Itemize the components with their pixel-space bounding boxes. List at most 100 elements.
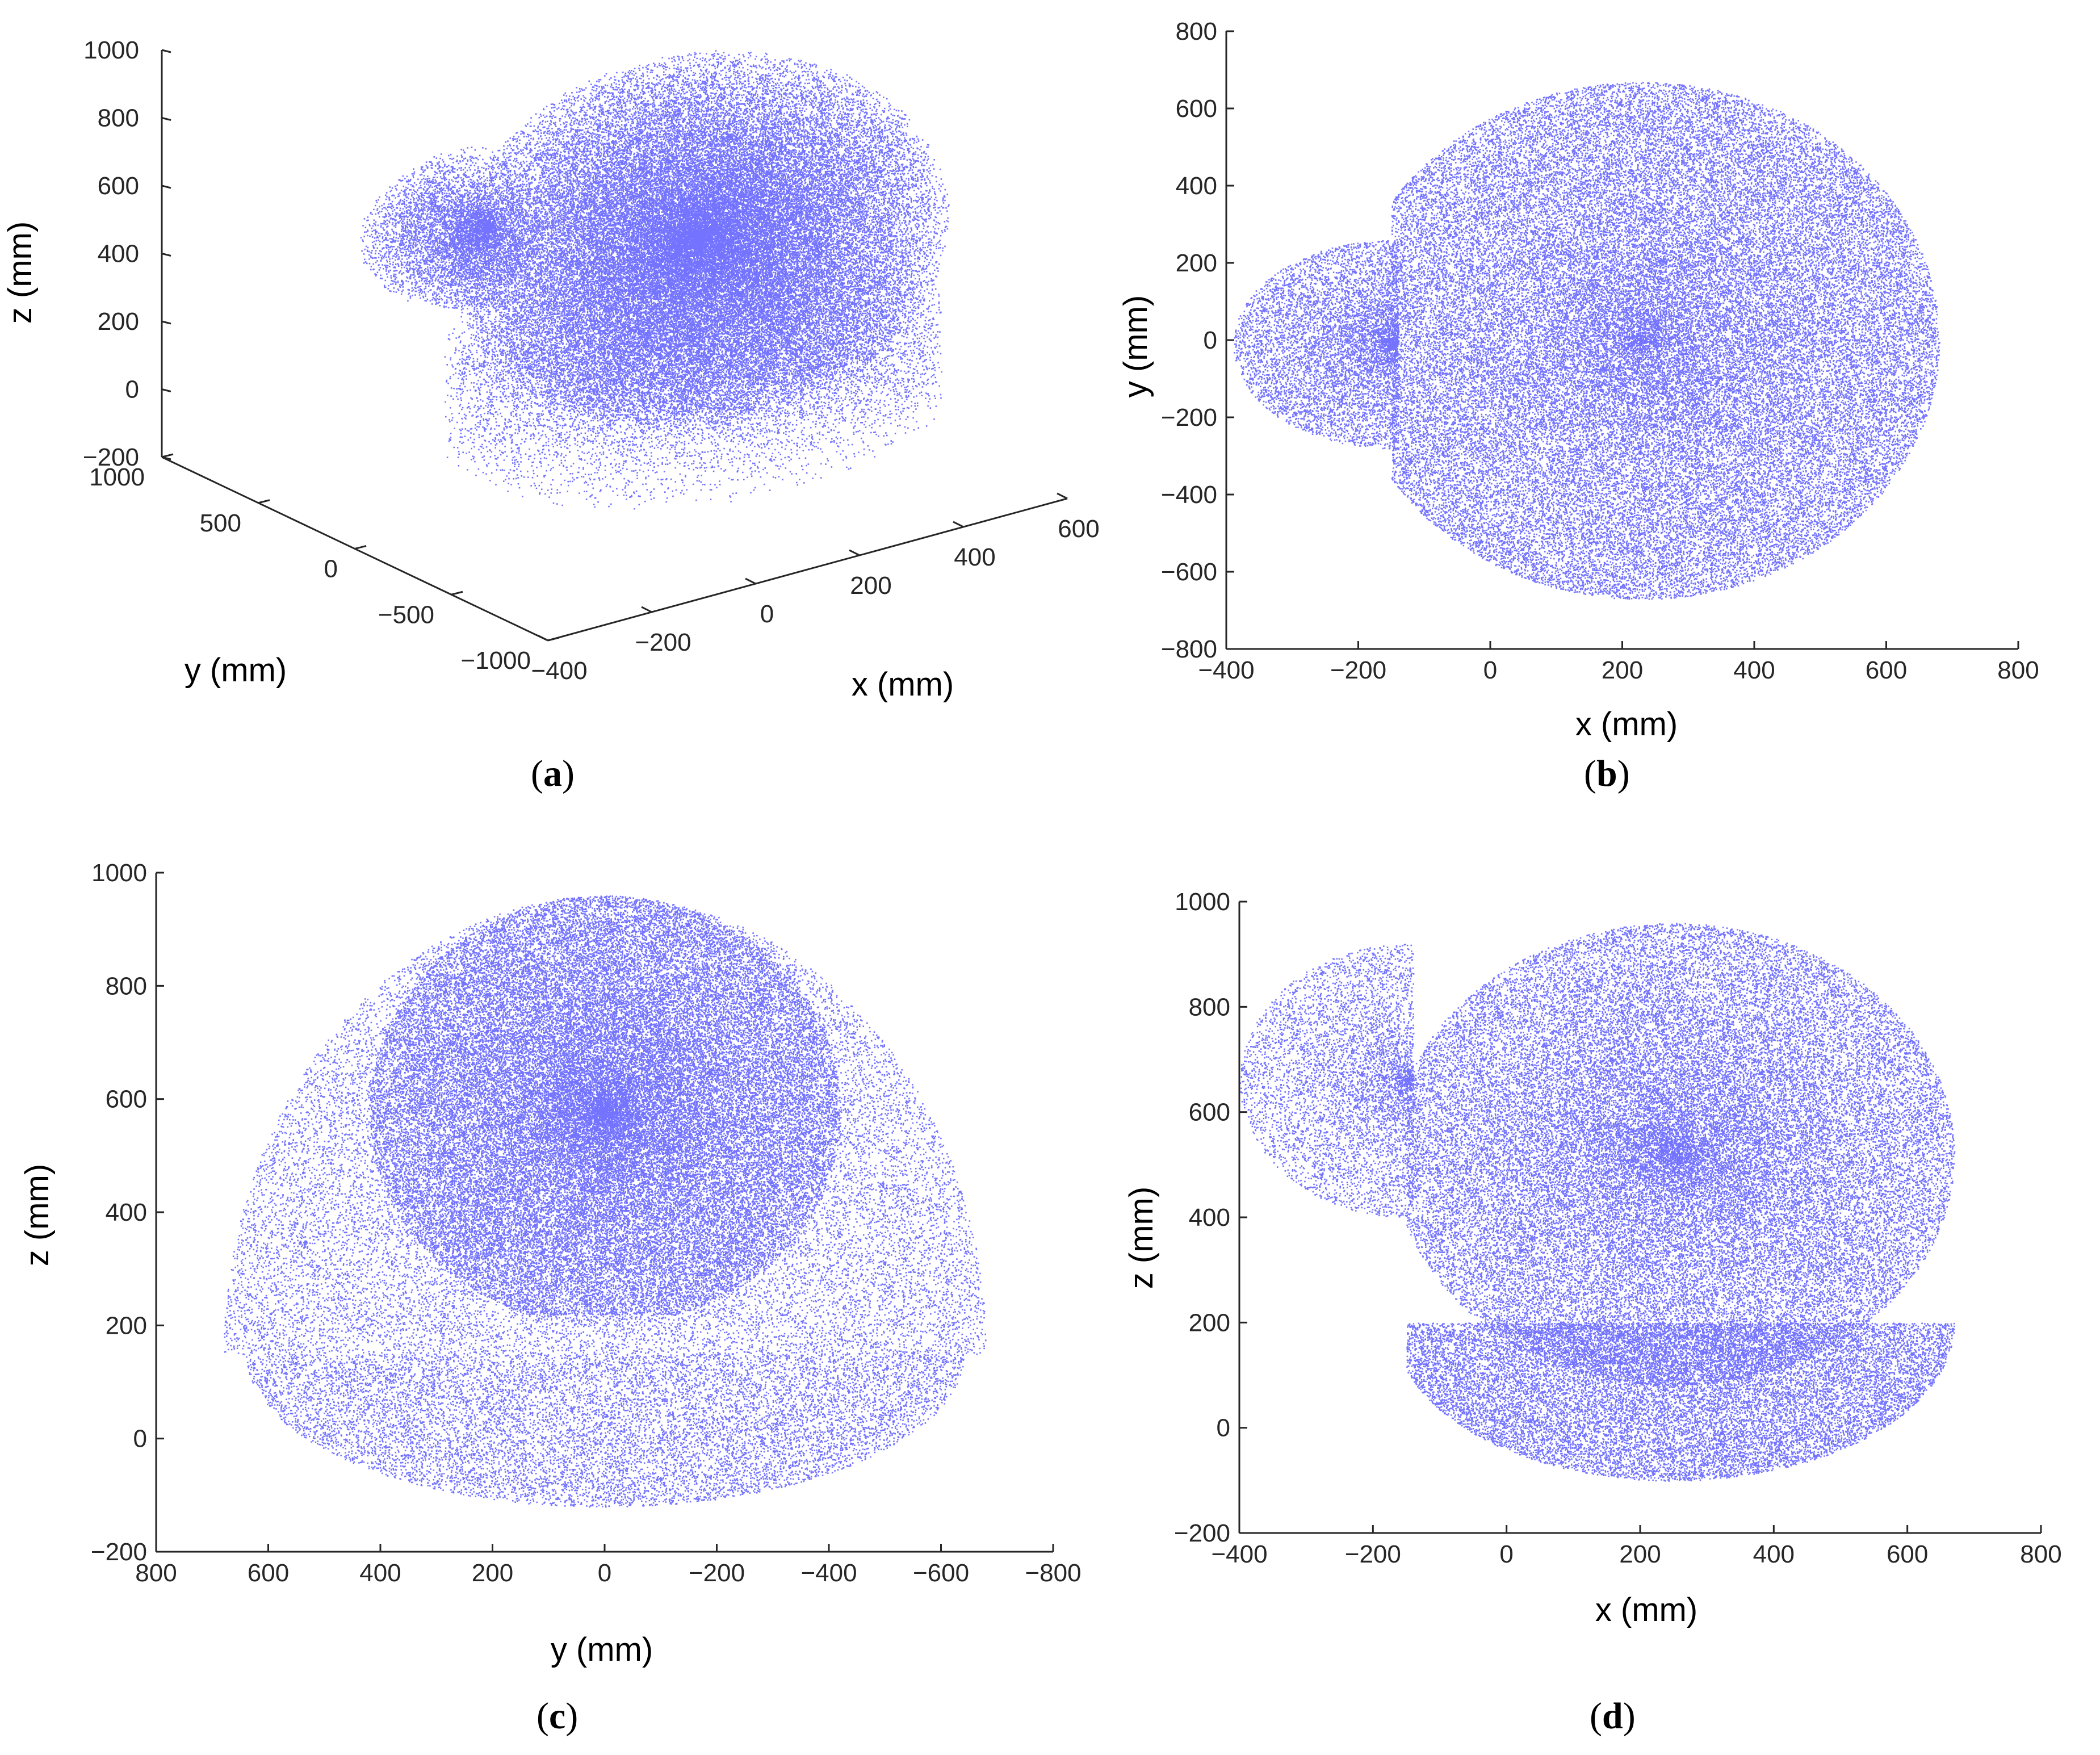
- y-tick-a: [547, 636, 560, 642]
- y-tick-label-d: 1000: [1175, 888, 1230, 916]
- y-tick-label-c: 800: [106, 972, 147, 1000]
- y-tick-a: [258, 499, 270, 504]
- z-tick-label-a: 0: [125, 376, 139, 404]
- points-b: [1234, 82, 1940, 600]
- y-tick-label-d: 0: [1217, 1414, 1230, 1442]
- y-axis-label-d: z (mm): [1123, 1187, 1160, 1289]
- x-tick-label-c: 600: [248, 1559, 289, 1587]
- x-tick-label-a: 200: [850, 572, 891, 600]
- z-tick-a: [161, 185, 171, 189]
- axes-d: −400 −200 0 200 400 600 800−200020040060080010…: [1174, 888, 2062, 1568]
- x-tick-label-c: 800: [135, 1559, 177, 1587]
- points-d: [1239, 923, 1956, 1482]
- y-axis-label-c: z (mm): [19, 1164, 56, 1266]
- y-tick-label-b: −600: [1161, 558, 1217, 586]
- scatter-points-b: [1234, 82, 1940, 600]
- y-tick-label-c: 400: [106, 1199, 147, 1226]
- x-tick-label-a: 400: [954, 543, 995, 571]
- y-tick-label-b: 600: [1176, 95, 1217, 123]
- x-tick-label-b: 800: [1997, 656, 2039, 684]
- x-tick-label-b: 600: [1866, 656, 1907, 684]
- scatter-points-c: [224, 895, 987, 1508]
- x-tick-label-d: −400: [1211, 1540, 1267, 1568]
- x-axis-label-a: x (mm): [852, 666, 954, 703]
- z-tick-label-a: 800: [98, 104, 139, 132]
- x-tick-label-d: 400: [1753, 1540, 1795, 1568]
- x-tick-label-a: −400: [531, 657, 587, 685]
- z-tick-a: [161, 117, 171, 121]
- y-tick-a: [451, 590, 463, 596]
- y-tick-label-a: −500: [378, 601, 434, 629]
- y-tick-label-b: 200: [1176, 249, 1217, 277]
- x-tick-label-b: −400: [1198, 656, 1254, 684]
- z-tick-label-a: −200: [83, 443, 139, 471]
- z-tick-a: [161, 320, 171, 325]
- axes-c: 800 600 400 200 0 −200 −400 −600 −800 −200 0 200 400…: [91, 859, 1082, 1587]
- x-tick-label-c: −600: [913, 1559, 969, 1587]
- z-tick-label-a: 400: [98, 240, 139, 268]
- x-axis-label-b: x (mm): [1575, 706, 1678, 743]
- y-tick-label-d: −200: [1174, 1519, 1230, 1547]
- y-tick-label-d: 400: [1189, 1204, 1230, 1232]
- y-tick-label-b: −400: [1161, 481, 1217, 509]
- caption-b: (b): [1584, 753, 1630, 794]
- x-tick-label-d: 200: [1619, 1540, 1661, 1568]
- y-tick-label-a: −1000: [460, 647, 531, 675]
- x-tick-label-a: −200: [635, 629, 691, 656]
- z-tick-a: [161, 49, 171, 53]
- x-axis-label-c: y (mm): [551, 1631, 653, 1668]
- z-tick-a: [161, 253, 171, 257]
- x-tick-label-c: 0: [598, 1559, 611, 1587]
- y-tick-label-c: −200: [91, 1538, 147, 1566]
- y-axis-label-a: y (mm): [185, 652, 287, 689]
- y-tick-label-d: 200: [1189, 1309, 1230, 1337]
- x-tick-label-b: −200: [1330, 656, 1386, 684]
- z-tick-label-a: 200: [98, 308, 139, 336]
- caption-d: (d): [1590, 1695, 1636, 1737]
- x-tick-label-c: 400: [359, 1559, 401, 1587]
- z-axis-label-a: z (mm): [2, 221, 39, 324]
- axes-a: −200 0 200 400 600 800 1000 −1000 −500 0 500 1000 −4…: [83, 36, 1100, 685]
- y-tick-label-a: 0: [324, 555, 338, 583]
- z-tick-label-a: 1000: [83, 36, 139, 64]
- y-tick-label-b: 800: [1176, 18, 1217, 45]
- points-c: [224, 895, 987, 1508]
- x-tick-label-c: 200: [472, 1559, 513, 1587]
- points-a: [360, 50, 950, 510]
- y-tick-label-c: 1000: [91, 859, 147, 887]
- x-axis-label-d: x (mm): [1595, 1591, 1697, 1628]
- x-tick-label-c: −200: [689, 1559, 745, 1587]
- x-tick-a: [537, 634, 548, 642]
- y-axis-label-b: y (mm): [1117, 295, 1154, 397]
- y-tick-label-c: 200: [106, 1312, 147, 1339]
- z-tick-a: [161, 388, 171, 392]
- x-tick-label-c: −800: [1025, 1559, 1081, 1587]
- y-tick-label-d: 600: [1189, 1099, 1230, 1126]
- x-tick-label-d: 0: [1499, 1540, 1513, 1568]
- x-tick-label-d: 600: [1887, 1540, 1928, 1568]
- y-tick-label-d: 800: [1189, 993, 1230, 1021]
- axes-b: −400 −200 0 200 400 600 800 −800 −600 −400 −200 0 20…: [1161, 18, 2039, 684]
- y-tick-label-b: 400: [1176, 172, 1217, 200]
- y-tick-label-c: 600: [106, 1086, 147, 1113]
- panel-a-3d-scatter: −200 0 200 400 600 800 1000 −1000 −500 0 500 1000 −4…: [2, 36, 1100, 703]
- x-tick-label-b: 0: [1483, 656, 1497, 684]
- y-tick-label-a: 500: [200, 509, 241, 537]
- y-tick-label-b: 0: [1204, 326, 1217, 354]
- scatter-points-d: [1239, 923, 1956, 1482]
- x-tick-label-c: −400: [800, 1559, 857, 1587]
- panel-b-xy-scatter: −400 −200 0 200 400 600 800 −800 −600 −400 −200 0 20…: [1117, 18, 2039, 743]
- x-tick-a: [745, 577, 756, 585]
- y-tick-label-b: −200: [1161, 404, 1217, 432]
- x-tick-label-a: 600: [1058, 515, 1099, 543]
- panel-d-xz-scatter: −400 −200 0 200 400 600 800−200020040060080010…: [1123, 888, 2062, 1628]
- y-tick-label-a: 1000: [89, 463, 145, 491]
- z-tick-label-a: 600: [98, 172, 139, 200]
- y-tick-a: [354, 545, 367, 550]
- x-tick-a: [641, 606, 652, 613]
- panel-c-yz-scatter: 800 600 400 200 0 −200 −400 −600 −800 −200 0 200 400…: [19, 859, 1082, 1668]
- y-tick-label-c: 0: [133, 1425, 147, 1453]
- x-tick-a: [1057, 492, 1068, 500]
- caption-c: (c): [536, 1695, 579, 1737]
